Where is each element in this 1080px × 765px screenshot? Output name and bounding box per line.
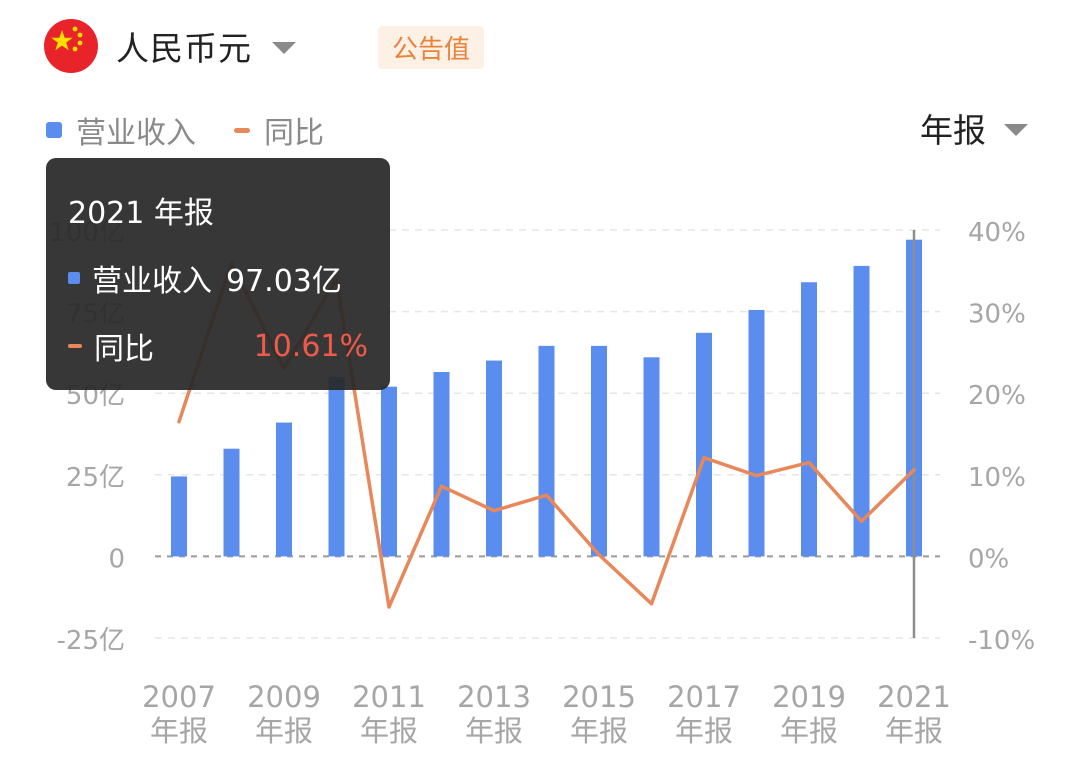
bar-2016 (643, 357, 660, 557)
legend-item-yoy[interactable]: 同比 (234, 108, 324, 152)
point-yoy-2021 (912, 468, 916, 472)
tooltip-value-yoy: 10.61% (253, 328, 368, 364)
tooltip-title: 2021 年报 (68, 196, 214, 231)
period-selector[interactable]: 年报 (920, 104, 1028, 152)
x-tick-label: 年报 (570, 714, 628, 748)
point-yoy-2014 (545, 493, 548, 497)
tooltip-value-revenue: 97.03亿 (226, 264, 342, 299)
tooltip-row-yoy: 同比 10.61% (68, 324, 368, 368)
tooltip-row-revenue: 营业收入 97.03亿 (68, 256, 368, 300)
point-yoy-2018 (755, 474, 758, 478)
x-tick-label: 年报 (465, 714, 523, 748)
tooltip-label-yoy: 同比 (94, 332, 154, 367)
x-tick-label: 年报 (675, 714, 733, 748)
tooltip-swatch-yoy (68, 344, 82, 348)
bar-2020 (853, 265, 870, 557)
bar-2009 (276, 422, 292, 557)
chart-tooltip: 2021 年报 营业收入 97.03亿 同比 10.61% (46, 158, 390, 390)
point-yoy-2012 (440, 484, 443, 488)
x-tick-label: 2015 (562, 680, 636, 714)
x-tick-label: 2017 (667, 680, 741, 714)
y-right-tick-label: 40% (968, 218, 1026, 248)
y-right-tick-label: 20% (968, 381, 1026, 411)
bar-2015 (591, 345, 607, 557)
currency-selector[interactable]: 人民币元 (116, 29, 252, 68)
point-yoy-2013 (492, 509, 496, 513)
x-tick-label: 2013 (457, 680, 531, 714)
y-left-tick-label: -25亿 (57, 626, 125, 656)
bar-2010 (328, 376, 345, 557)
x-tick-label: 2019 (772, 680, 846, 714)
y-right-tick-label: 30% (968, 300, 1026, 330)
bar-2014 (538, 345, 555, 557)
announced-value-badge: 公告值 (378, 26, 485, 69)
bar-2019 (801, 282, 817, 557)
bar-2013 (486, 360, 502, 557)
bar-2008 (223, 448, 240, 557)
y-left-tick-label: 25亿 (66, 463, 125, 493)
legend-label-revenue: 营业收入 (76, 116, 196, 151)
point-yoy-2007 (177, 420, 181, 424)
x-tick-label: 年报 (780, 714, 838, 748)
x-tick-label: 年报 (360, 714, 418, 748)
legend-swatch-yoy (234, 127, 250, 133)
point-yoy-2011 (387, 605, 391, 609)
y-left-tick-label: 0 (108, 544, 125, 574)
legend-swatch-revenue (46, 122, 62, 138)
bar-2018 (748, 309, 765, 557)
x-tick-label: 2021 (877, 680, 951, 714)
y-right-tick-label: -10% (968, 626, 1035, 656)
tooltip-swatch-revenue (68, 272, 80, 284)
bar-2012 (433, 371, 450, 557)
y-right-tick-label: 0% (968, 544, 1009, 574)
bar-2007 (171, 476, 187, 557)
x-tick-label: 2007 (142, 680, 216, 714)
y-right-tick-label: 10% (968, 463, 1026, 493)
point-yoy-2016 (650, 602, 653, 606)
period-label: 年报 (920, 111, 986, 150)
bar-2011 (381, 386, 397, 557)
chevron-down-icon[interactable] (272, 42, 296, 54)
bar-2017 (696, 332, 712, 557)
legend-label-yoy: 同比 (264, 116, 324, 151)
x-tick-label: 2009 (247, 680, 321, 714)
legend-item-revenue[interactable]: 营业收入 (46, 108, 196, 152)
point-yoy-2020 (860, 519, 863, 523)
header: 人民币元 (44, 18, 296, 74)
tooltip-label-revenue: 营业收入 (92, 264, 212, 299)
x-tick-label: 年报 (150, 714, 208, 748)
point-yoy-2017 (702, 456, 706, 460)
china-flag-icon (44, 19, 98, 73)
point-yoy-2019 (807, 461, 811, 465)
x-tick-label: 年报 (885, 714, 943, 748)
x-tick-label: 年报 (255, 714, 313, 748)
point-yoy-2015 (597, 553, 601, 557)
x-tick-label: 2011 (352, 680, 426, 714)
chart-legend: 营业收入 同比 (46, 108, 362, 152)
chevron-down-icon (1004, 124, 1028, 136)
